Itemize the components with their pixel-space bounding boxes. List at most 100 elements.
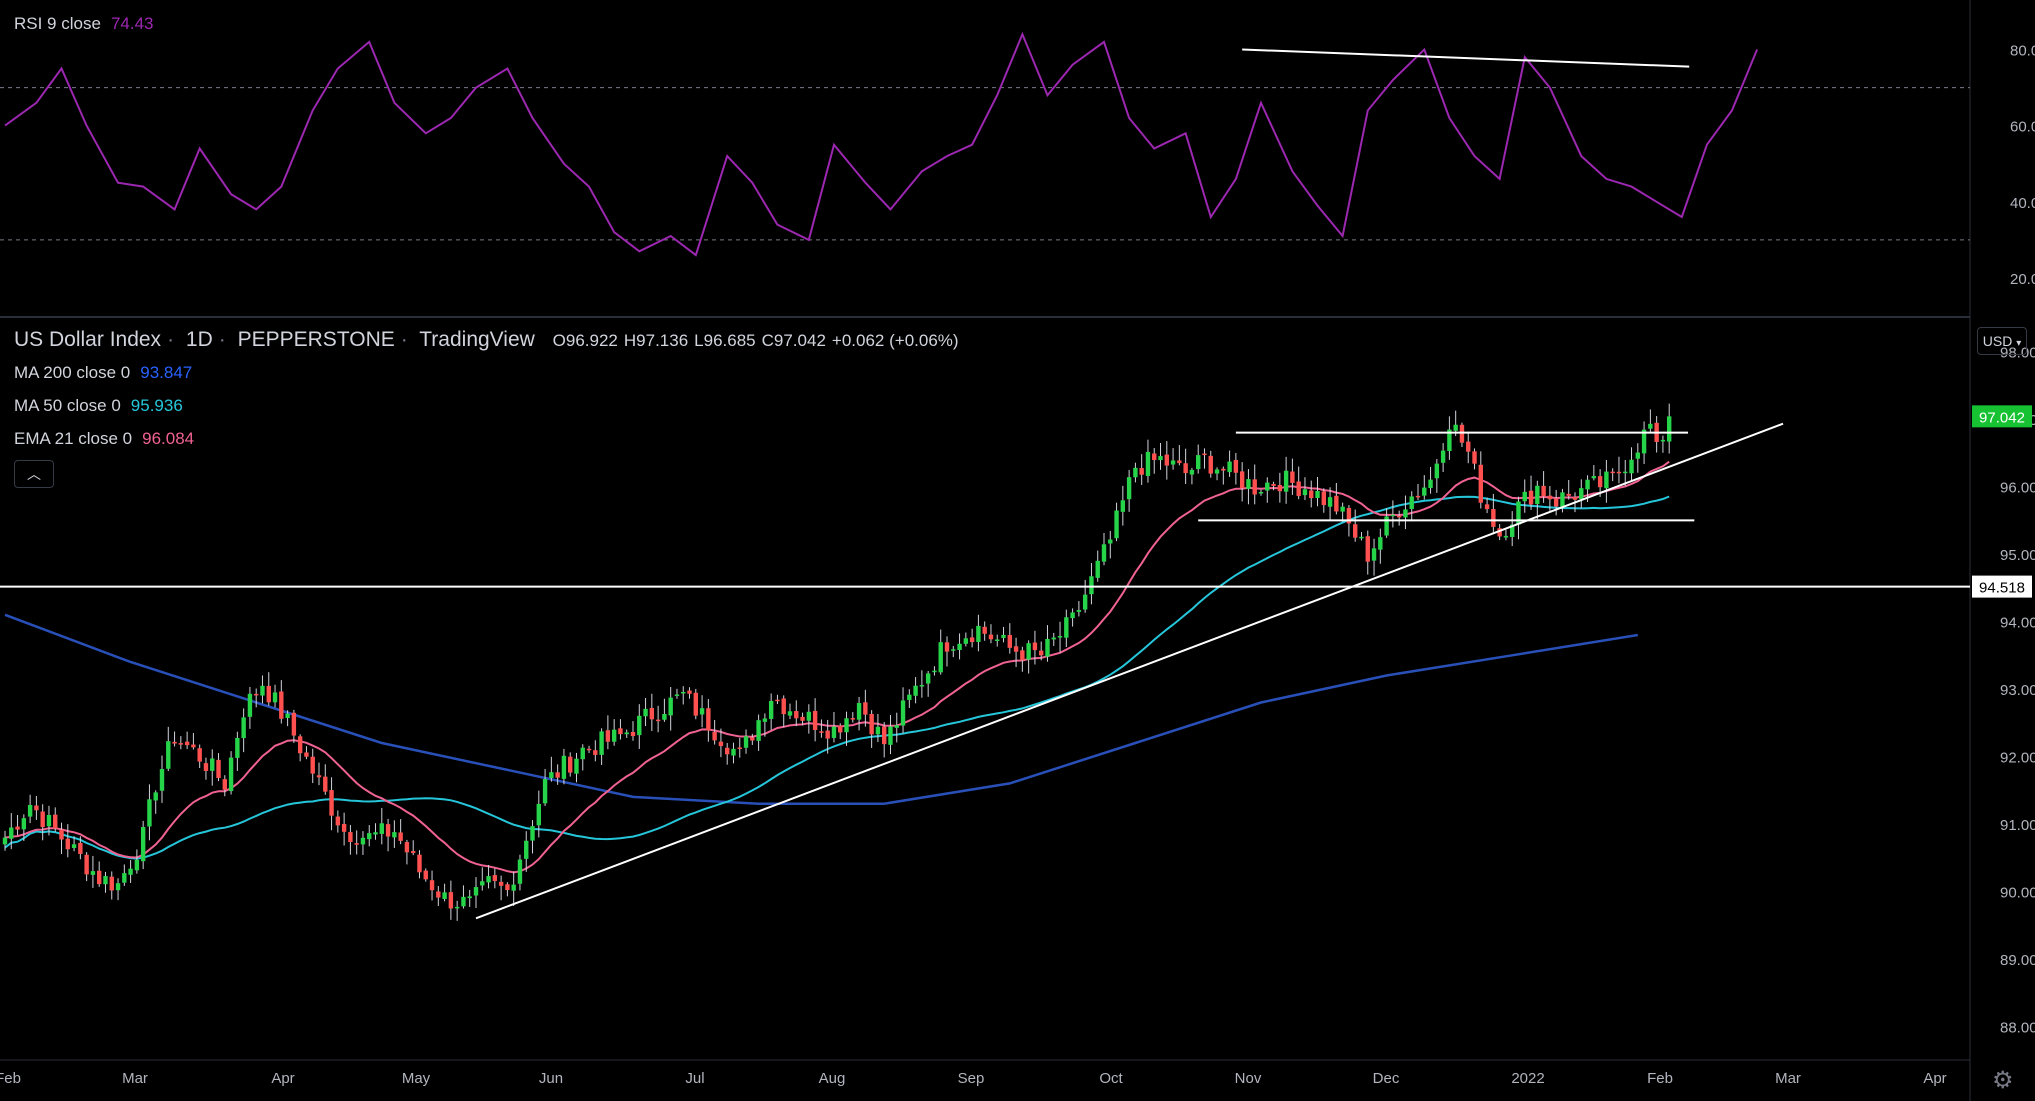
indicator-legend-ma200[interactable]: MA 200 close 0 93.847 [14,363,192,383]
candle-body [1572,497,1578,500]
candle-body [1616,471,1622,474]
candle-body [191,744,196,748]
candle-body [184,741,190,746]
candle-body [122,873,127,883]
candle-body [1415,495,1421,498]
candle-body [103,876,108,885]
candle-body [115,883,121,891]
candle-body [1566,493,1571,496]
candle-body [1340,506,1345,512]
candle-body [128,868,133,875]
candle-body [304,752,309,757]
candle-body [46,814,52,827]
candle-body [574,758,579,774]
candle-body [1139,468,1144,475]
candle-body [712,731,717,741]
candle-body [1528,490,1534,505]
candle-body [1591,476,1597,479]
candle-body [71,844,77,849]
candle-body [34,805,39,811]
candle-body [655,719,661,722]
candle-body [624,732,629,735]
candle-body [1302,489,1308,496]
ohlc-open: O96.922 [552,331,618,350]
last-price-tag [1972,405,2032,428]
rsi-trendline [1242,48,1690,68]
symbol-name[interactable]: US Dollar Index [14,328,162,351]
candle-body [586,748,592,751]
candle-body [856,703,862,720]
candle-body [461,896,466,907]
candle-body [27,805,33,817]
candle-body [1547,495,1553,500]
ohlc-high: H97.136 [623,331,689,350]
candle-body [1070,612,1075,619]
ma200-line [4,613,1638,805]
collapse-legend-button[interactable]: ︿ [14,460,54,488]
candle-body [913,685,918,696]
candle-body [1101,544,1107,562]
candle-body [1020,650,1025,661]
candle-body [1579,488,1584,500]
price-tick-label: 90.000 [2000,884,2035,901]
candle-body [1057,636,1063,638]
candle-body [756,720,761,741]
candle-body [486,876,491,883]
candle-body [392,832,397,838]
rsi-legend-value: 74.43 [110,14,154,33]
candle-body [1541,485,1546,497]
candle-body [643,708,648,717]
candle-body [373,832,378,835]
candle-body [674,694,680,696]
gear-icon[interactable]: ⚙ [1992,1067,2014,1094]
candle-body [1258,492,1264,494]
candle-body [1667,416,1672,442]
candle-body [134,859,140,871]
candle-body [812,710,818,730]
candle-body [285,713,290,719]
candle-body [1623,471,1628,474]
candle-body [1013,646,1019,652]
candle-body [1334,495,1339,512]
candle-body [216,759,221,778]
candle-body [272,692,278,703]
indicator-legend-ema21[interactable]: EMA 21 close 0 96.084 [14,429,194,449]
candle-body [1290,471,1295,483]
time-tick-label: Aug [819,1070,846,1087]
candle-body [153,792,158,801]
candle-body [159,769,165,791]
candle-body [819,731,824,733]
candle-body [536,803,541,826]
time-tick-label: Dec [1373,1070,1400,1087]
candle-body [580,747,585,760]
candle-body [1459,424,1465,443]
candle-body [197,748,202,762]
interval-label[interactable]: 1D [185,328,213,351]
price-tick-label: 92.000 [2000,749,2035,766]
candle-body [448,892,454,909]
candle-body [1497,528,1502,537]
candle-body [411,851,416,854]
candle-body [241,717,246,739]
candle-body [1126,477,1132,500]
candle-body [1202,453,1207,456]
currency-button[interactable]: USD ▾ [1977,327,2027,355]
time-tick-label: Feb [1647,1070,1673,1087]
candle-body [266,685,271,703]
candle-body [360,837,366,845]
candle-body [630,731,636,737]
candle-body [1082,594,1088,610]
candle-body [750,737,755,741]
indicator-legend-ma50[interactable]: MA 50 close 0 95.936 [14,396,183,416]
candle-body [1453,424,1458,431]
candle-body [1177,460,1182,464]
candle-body [505,884,510,891]
candle-body [605,730,611,742]
rsi-tick-label: 40.00 [2010,195,2035,212]
rsi-tick-label: 20.00 [2010,271,2035,288]
last-price-label: 97.042 [1979,409,2025,426]
candle-body [775,699,780,702]
candle-body [329,790,334,816]
candle-body [1026,643,1031,660]
